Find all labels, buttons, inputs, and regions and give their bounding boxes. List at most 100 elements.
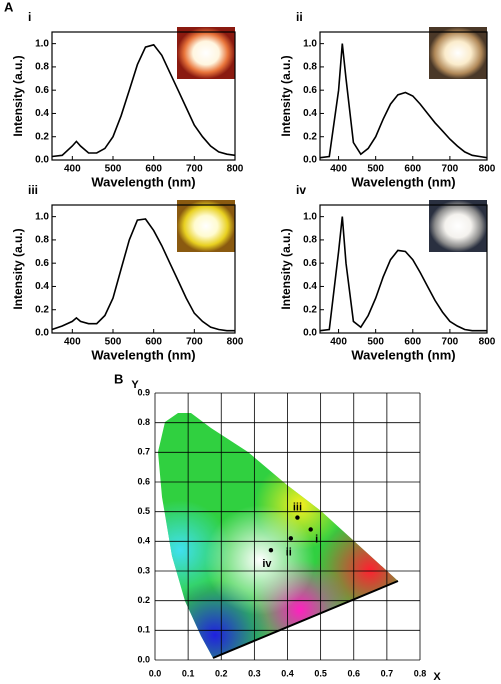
- y-tick-label: 1.0: [35, 38, 49, 49]
- y-tick-label: 0.2: [137, 595, 150, 605]
- y-tick-label: 0.6: [303, 258, 317, 269]
- y-tick-label: 0.6: [35, 258, 49, 269]
- x-tick-label: 600: [145, 164, 162, 175]
- spectrum-line: [319, 216, 487, 332]
- y-tick-label: 1.0: [35, 211, 49, 222]
- x-tick-label: 0.6: [347, 668, 360, 678]
- chromaticity-point: [268, 548, 274, 553]
- x-tick-label: 400: [330, 337, 347, 348]
- y-tick-label: 1.0: [303, 38, 317, 49]
- y-tick-label: 0.2: [303, 131, 317, 142]
- x-tick-label: 700: [186, 164, 203, 175]
- y-tick-label: 0.2: [303, 304, 317, 315]
- y-axis-label: Intensity (a.u.): [11, 55, 25, 136]
- figure-label: A: [4, 0, 14, 14]
- y-tick-label: 0.8: [35, 235, 49, 246]
- y-tick-label: 0.8: [303, 235, 317, 246]
- x-axis-label: Wavelength (nm): [91, 347, 195, 362]
- x-axis-label: Wavelength (nm): [91, 174, 195, 189]
- plot-frame: [51, 204, 236, 334]
- x-tick-label: 800: [479, 337, 496, 348]
- x-tick-label: 700: [442, 337, 459, 348]
- purple-line: [212, 580, 399, 659]
- y-axis-label: Intensity (a.u.): [279, 55, 293, 136]
- x-tick-label: 500: [367, 337, 384, 348]
- y-tick-label: 0.3: [137, 565, 150, 575]
- y-tick-label: 0.4: [137, 536, 150, 546]
- x-tick-label: 0.1: [182, 668, 195, 678]
- x-tick-label: 400: [64, 337, 81, 348]
- y-tick-label: 0.5: [137, 506, 150, 516]
- y-tick-label: 0.2: [35, 131, 49, 142]
- x-tick-label: 0.3: [248, 668, 261, 678]
- x-tick-label: 0.4: [281, 668, 294, 678]
- spectrum-line: [51, 43, 236, 158]
- y-tick-label: 0.8: [303, 62, 317, 73]
- y-tick-label: 0.8: [137, 417, 150, 427]
- x-tick-label: 800: [479, 164, 496, 175]
- y-tick-label: 0.7: [137, 447, 150, 457]
- x-tick-label: 400: [64, 164, 81, 175]
- y-tick-label: 0.6: [137, 476, 150, 486]
- y-axis-label: Intensity (a.u.): [11, 228, 25, 309]
- inset-photo: [177, 27, 235, 79]
- plot-frame: [51, 31, 236, 161]
- x-axis-label: Wavelength (nm): [351, 174, 455, 189]
- x-tick-label: 800: [227, 337, 244, 348]
- y-tick-label: 0.0: [35, 328, 49, 339]
- y-tick-label: 0.8: [35, 62, 49, 73]
- point-label: i: [315, 533, 318, 545]
- y-tick-label: 1.0: [303, 211, 317, 222]
- x-tick-label: 400: [330, 164, 347, 175]
- x-tick-label: 600: [145, 337, 162, 348]
- x-tick-label: 700: [186, 337, 203, 348]
- x-tick-label: 0.2: [215, 668, 228, 678]
- y-tick-label: 0.4: [303, 281, 317, 292]
- y-tick-label: 0.0: [303, 328, 317, 339]
- y-tick-label: 0.0: [35, 155, 49, 166]
- y-tick-label: 0.4: [35, 281, 49, 292]
- x-tick-label: 0.5: [314, 668, 327, 678]
- y-tick-label: 0.9: [137, 387, 150, 397]
- x-tick-label: 600: [404, 164, 421, 175]
- point-label: ii: [286, 546, 292, 558]
- y-tick-label: 0.1: [137, 625, 150, 635]
- inset-photo: [429, 27, 487, 79]
- y-axis-label: Intensity (a.u.): [279, 228, 293, 309]
- y-tick-label: 0.2: [35, 304, 49, 315]
- y-tick-label: 0.4: [35, 108, 49, 119]
- y-tick-label: 0.4: [303, 108, 317, 119]
- inset-photo: [177, 200, 235, 252]
- x-tick-label: 800: [227, 164, 244, 175]
- x-tick-label: 500: [367, 164, 384, 175]
- plot-frame: [319, 31, 488, 161]
- spectrum-line: [51, 218, 235, 332]
- chromaticity-point: [295, 515, 300, 520]
- point-label: iv: [262, 558, 272, 570]
- y-tick-label: 0.0: [137, 654, 150, 664]
- x-tick-label: 500: [105, 164, 122, 175]
- y-tick-label: 0.6: [35, 85, 49, 96]
- chromaticity-point: [288, 536, 294, 541]
- y-tick-label: 0.6: [303, 85, 317, 96]
- panel-label: iii: [28, 183, 38, 197]
- cie-gamut: [158, 413, 398, 658]
- inset-photo: [429, 200, 487, 252]
- plot-frame: [319, 204, 488, 334]
- x-tick-label: 600: [404, 337, 421, 348]
- y-tick-label: 0.0: [303, 155, 317, 166]
- x-tick-label: 700: [442, 164, 459, 175]
- panel-label: i: [28, 10, 31, 24]
- x-tick-label: 0.8: [414, 668, 427, 678]
- x-tick-label: 500: [105, 337, 122, 348]
- y-axis-label: Y: [131, 379, 139, 391]
- panel-label: iv: [296, 183, 306, 197]
- x-tick-label: 0.0: [149, 668, 162, 678]
- spectrum-line: [319, 43, 488, 159]
- x-axis-label: Wavelength (nm): [351, 347, 455, 362]
- x-axis-label: X: [433, 671, 441, 683]
- x-tick-label: 0.7: [381, 668, 394, 678]
- figure-label: B: [114, 371, 123, 386]
- chromaticity-point: [308, 527, 313, 532]
